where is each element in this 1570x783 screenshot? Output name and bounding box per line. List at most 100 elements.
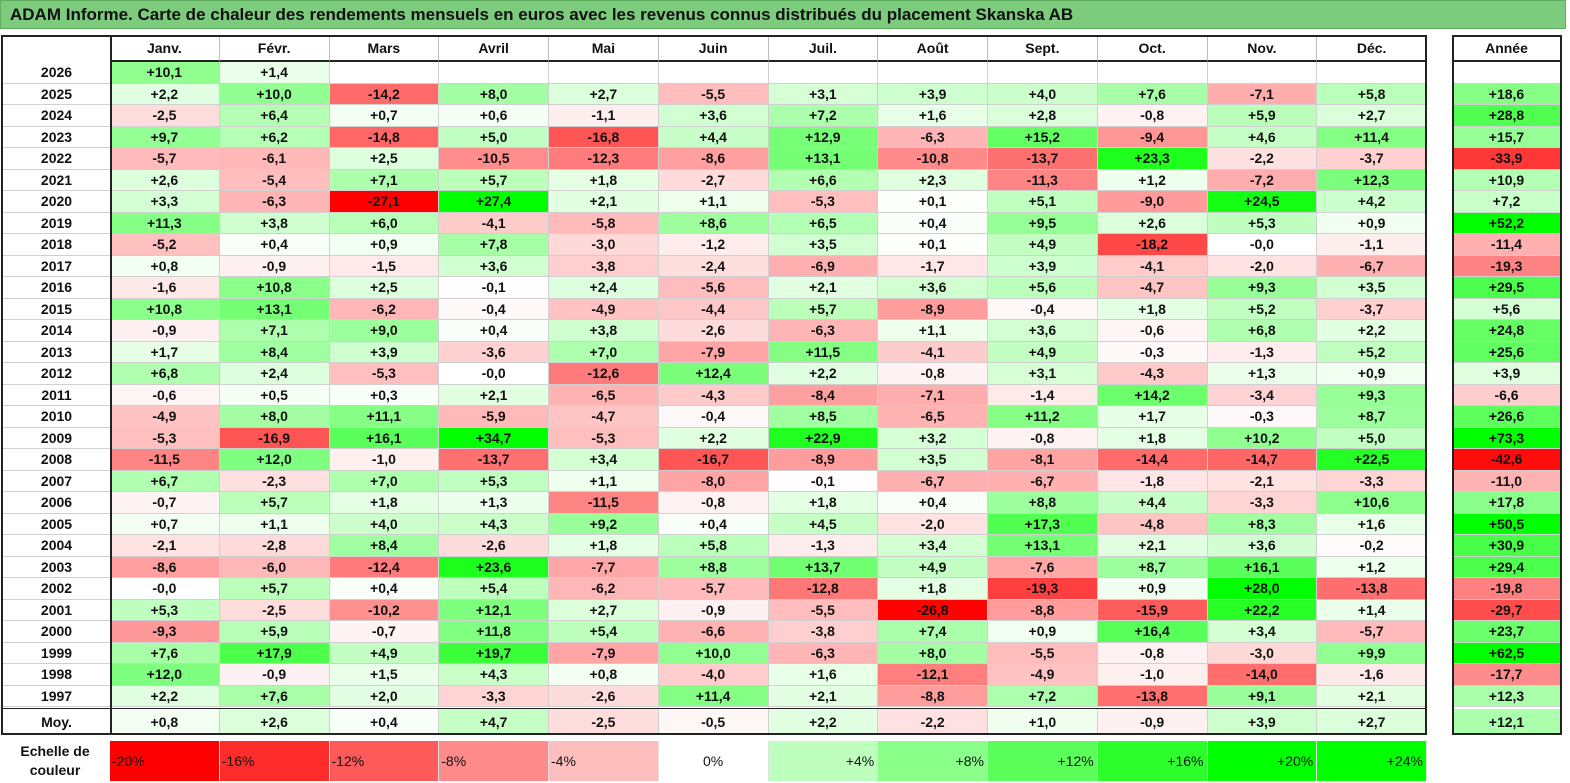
heatmap-cell: -4,4 — [658, 298, 769, 320]
heatmap-cell: +10,1 — [110, 62, 220, 84]
heatmap-cell: +8,8 — [658, 556, 769, 578]
heatmap-cell: +3,3 — [110, 191, 220, 213]
heatmap-cell: -6,0 — [219, 556, 330, 578]
heatmap-cell: -19,3 — [988, 578, 1098, 600]
heatmap-cell: +3,9 — [329, 341, 440, 363]
heatmap-cell: -9,4 — [1097, 126, 1208, 148]
average-cell: -0,9 — [1097, 709, 1208, 735]
heatmap-cell: +2,1 — [1317, 685, 1427, 707]
heatmap-cell: -1,6 — [1317, 664, 1427, 686]
heatmap-cell: +23,6 — [439, 556, 549, 578]
heatmap-cell: +2,5 — [329, 277, 440, 299]
heatmap-cell: +16,1 — [329, 427, 440, 449]
heatmap-cell: +1,7 — [110, 341, 220, 363]
heatmap-cell: -2,5 — [110, 105, 220, 127]
heatmap-cell: +12,0 — [110, 664, 220, 686]
heatmap-cell: +0,8 — [549, 664, 659, 686]
heatmap-cell: +3,6 — [988, 320, 1098, 342]
color-scale-cell: 0% — [658, 741, 769, 781]
heatmap-cell: +8,0 — [439, 83, 549, 105]
heatmap-cell: +11,1 — [329, 406, 440, 428]
heatmap-cell: +16,1 — [1207, 556, 1318, 578]
color-scale-cell: +20% — [1207, 741, 1318, 781]
year-total-cell: +25,6 — [1452, 341, 1562, 363]
heatmap-cell: +12,1 — [439, 599, 549, 621]
heatmap-cell: +0,9 — [1317, 363, 1427, 385]
heatmap-cell: -2,3 — [219, 470, 330, 492]
heatmap-cell: +22,2 — [1207, 599, 1318, 621]
heatmap-cell: -6,5 — [549, 384, 659, 406]
heatmap-cell: -8,8 — [988, 599, 1098, 621]
heatmap-cell: +8,0 — [878, 642, 988, 664]
heatmap-cell: +4,3 — [439, 513, 549, 535]
heatmap-cell: -4,7 — [1097, 277, 1208, 299]
heatmap-cell: -4,0 — [658, 664, 769, 686]
year-total-cell: +30,9 — [1452, 535, 1562, 557]
heatmap-cell: -9,3 — [110, 621, 220, 643]
heatmap-cell: +22,9 — [768, 427, 879, 449]
heatmap-cell: -5,7 — [1317, 621, 1427, 643]
heatmap-cell: +8,3 — [1207, 513, 1318, 535]
heatmap-cell: +8,4 — [329, 535, 440, 557]
month-header: Janv. — [110, 35, 220, 62]
heatmap-cell: +22,5 — [1317, 449, 1427, 471]
year-label: 2005 — [3, 513, 110, 535]
heatmap-cell: +2,1 — [549, 191, 659, 213]
heatmap-cell: +9,3 — [1207, 277, 1318, 299]
heatmap-cell: -0,8 — [878, 363, 988, 385]
heatmap-cell: -2,4 — [658, 255, 769, 277]
year-label: 2002 — [3, 578, 110, 600]
heatmap-cell: -5,5 — [768, 599, 879, 621]
heatmap-cell: -14,2 — [329, 83, 440, 105]
heatmap-cell: +0,3 — [329, 384, 440, 406]
heatmap-cell: +11,5 — [768, 341, 879, 363]
heatmap-cell: +16,4 — [1097, 621, 1208, 643]
heatmap-cell: -26,8 — [878, 599, 988, 621]
heatmap-cell: -5,5 — [988, 642, 1098, 664]
average-cell: -2,2 — [878, 709, 988, 735]
heatmap-cell: +6,2 — [219, 126, 330, 148]
heatmap-cell: +7,1 — [219, 320, 330, 342]
heatmap-cell: +5,1 — [988, 191, 1098, 213]
heatmap-cell: -14,7 — [1207, 449, 1318, 471]
year-label: 2019 — [3, 212, 110, 234]
heatmap-cell: +1,1 — [658, 191, 769, 213]
heatmap-cell: +2,7 — [549, 599, 659, 621]
average-cell: +2,7 — [1317, 709, 1427, 735]
heatmap-cell: +13,1 — [988, 535, 1098, 557]
heatmap-cell: +12,0 — [219, 449, 330, 471]
heatmap-cell: +10,0 — [658, 642, 769, 664]
heatmap-cell: +4,6 — [1207, 126, 1318, 148]
heatmap-cell: -5,6 — [658, 277, 769, 299]
heatmap-cell: -2,5 — [219, 599, 330, 621]
heatmap-cell: +17,9 — [219, 642, 330, 664]
heatmap-cell: +4,9 — [329, 642, 440, 664]
heatmap-cell: -6,3 — [768, 320, 879, 342]
year-label: 2026 — [3, 62, 110, 84]
heatmap-cell: -5,2 — [110, 234, 220, 256]
heatmap-cell: +10,8 — [219, 277, 330, 299]
heatmap-cell: -6,9 — [768, 255, 879, 277]
heatmap-cell: +6,8 — [110, 363, 220, 385]
heatmap-cell: -18,2 — [1097, 234, 1208, 256]
color-scale-cell: -20% — [110, 741, 220, 781]
color-scale-cell: +16% — [1097, 741, 1208, 781]
heatmap-cell: +11,8 — [439, 621, 549, 643]
heatmap-cell: +4,9 — [988, 234, 1098, 256]
average-cell: +2,6 — [219, 709, 330, 735]
heatmap-cell: +2,5 — [329, 148, 440, 170]
heatmap-cell — [1097, 62, 1208, 84]
heatmap-cell: -2,6 — [439, 535, 549, 557]
heatmap-cell: +3,6 — [1207, 535, 1318, 557]
heatmap-cell: +8,8 — [988, 492, 1098, 514]
year-total-cell: -33,9 — [1452, 148, 1562, 170]
heatmap-cell: +3,5 — [768, 234, 879, 256]
heatmap-cell: -2,1 — [1207, 470, 1318, 492]
heatmap-cell: -7,1 — [1207, 83, 1318, 105]
heatmap-cell: -0,6 — [1097, 320, 1208, 342]
heatmap-cell: -5,3 — [110, 427, 220, 449]
year-label: 2014 — [3, 320, 110, 342]
heatmap-cell: +3,1 — [988, 363, 1098, 385]
year-total-cell: +26,6 — [1452, 406, 1562, 428]
heatmap-cell: -1,3 — [1207, 341, 1318, 363]
